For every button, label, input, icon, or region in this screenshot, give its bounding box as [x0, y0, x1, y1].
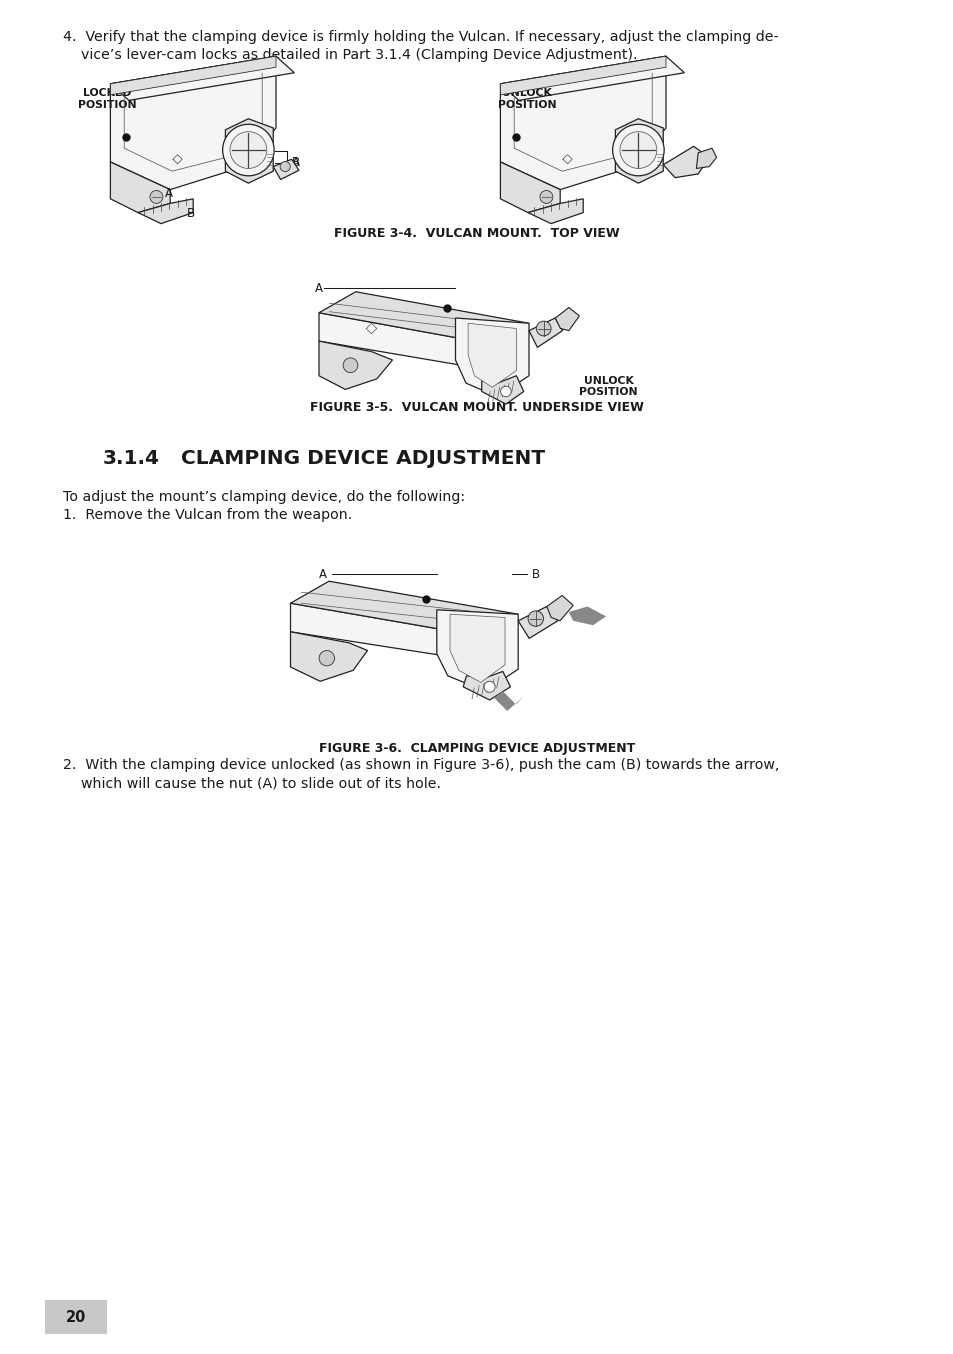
Polygon shape	[481, 376, 523, 403]
Polygon shape	[111, 57, 275, 190]
Polygon shape	[138, 199, 193, 223]
Text: FIGURE 3-5.  VULCAN MOUNT. UNDERSIDE VIEW: FIGURE 3-5. VULCAN MOUNT. UNDERSIDE VIEW	[310, 401, 643, 414]
FancyBboxPatch shape	[45, 1300, 107, 1334]
Text: which will cause the nut (A) to slide out of its hole.: which will cause the nut (A) to slide ou…	[63, 776, 440, 791]
Polygon shape	[291, 632, 367, 681]
Circle shape	[222, 125, 274, 176]
Polygon shape	[436, 609, 517, 691]
Polygon shape	[555, 307, 578, 330]
Circle shape	[280, 161, 290, 172]
Polygon shape	[696, 148, 716, 168]
Polygon shape	[273, 160, 298, 180]
Circle shape	[619, 131, 656, 168]
Polygon shape	[500, 57, 665, 190]
Text: CLAMPING DEVICE ADJUSTMENT: CLAMPING DEVICE ADJUSTMENT	[181, 450, 544, 468]
Polygon shape	[111, 57, 275, 95]
Polygon shape	[529, 318, 562, 348]
Text: B: B	[292, 157, 300, 169]
Polygon shape	[318, 341, 392, 390]
Text: LOCKED
POSITION: LOCKED POSITION	[78, 88, 136, 110]
Circle shape	[528, 611, 543, 627]
Text: 20: 20	[66, 1309, 86, 1324]
Circle shape	[318, 650, 335, 666]
Polygon shape	[450, 615, 504, 682]
Text: 3.1.4: 3.1.4	[103, 450, 160, 468]
Circle shape	[343, 357, 357, 372]
Polygon shape	[500, 162, 559, 213]
Polygon shape	[291, 581, 517, 636]
Circle shape	[483, 681, 495, 692]
Circle shape	[230, 131, 267, 168]
Polygon shape	[111, 162, 170, 213]
Text: B: B	[532, 567, 539, 581]
Polygon shape	[318, 291, 529, 344]
Polygon shape	[291, 603, 480, 662]
Text: 1.  Remove the Vulcan from the weapon.: 1. Remove the Vulcan from the weapon.	[63, 508, 352, 523]
Polygon shape	[615, 119, 662, 183]
Text: A: A	[318, 567, 327, 581]
Polygon shape	[500, 57, 683, 100]
Polygon shape	[662, 146, 708, 177]
Text: 4.  Verify that the clamping device is firmly holding the Vulcan. If necessary, : 4. Verify that the clamping device is fi…	[63, 30, 778, 43]
Text: A: A	[165, 187, 172, 200]
Text: UNLOCK
POSITION: UNLOCK POSITION	[578, 376, 638, 397]
Text: 2.  With the clamping device unlocked (as shown in Figure 3-6), push the cam (B): 2. With the clamping device unlocked (as…	[63, 758, 779, 772]
Polygon shape	[111, 57, 294, 100]
Polygon shape	[494, 691, 524, 711]
Circle shape	[536, 321, 551, 336]
Polygon shape	[517, 607, 558, 638]
Circle shape	[612, 125, 663, 176]
Polygon shape	[225, 119, 273, 183]
Text: FIGURE 3-6.  CLAMPING DEVICE ADJUSTMENT: FIGURE 3-6. CLAMPING DEVICE ADJUSTMENT	[318, 742, 635, 756]
Polygon shape	[568, 607, 605, 626]
Circle shape	[539, 191, 552, 203]
Circle shape	[500, 386, 511, 397]
Text: A: A	[292, 157, 299, 169]
Polygon shape	[455, 318, 529, 397]
Text: A: A	[314, 282, 323, 295]
Text: B: B	[187, 207, 195, 221]
Text: vice’s lever-cam locks as detailed in Part 3.1.4 (Clamping Device Adjustment).: vice’s lever-cam locks as detailed in Pa…	[63, 49, 637, 62]
Text: UNLOCK
POSITION: UNLOCK POSITION	[497, 88, 556, 110]
Polygon shape	[463, 672, 510, 700]
Polygon shape	[318, 313, 492, 371]
Polygon shape	[527, 199, 582, 223]
Circle shape	[150, 191, 163, 203]
Text: FIGURE 3-4.  VULCAN MOUNT.  TOP VIEW: FIGURE 3-4. VULCAN MOUNT. TOP VIEW	[334, 227, 619, 240]
Polygon shape	[500, 57, 665, 95]
Polygon shape	[468, 324, 516, 387]
Text: To adjust the mount’s clamping device, do the following:: To adjust the mount’s clamping device, d…	[63, 490, 465, 504]
Polygon shape	[546, 596, 573, 620]
